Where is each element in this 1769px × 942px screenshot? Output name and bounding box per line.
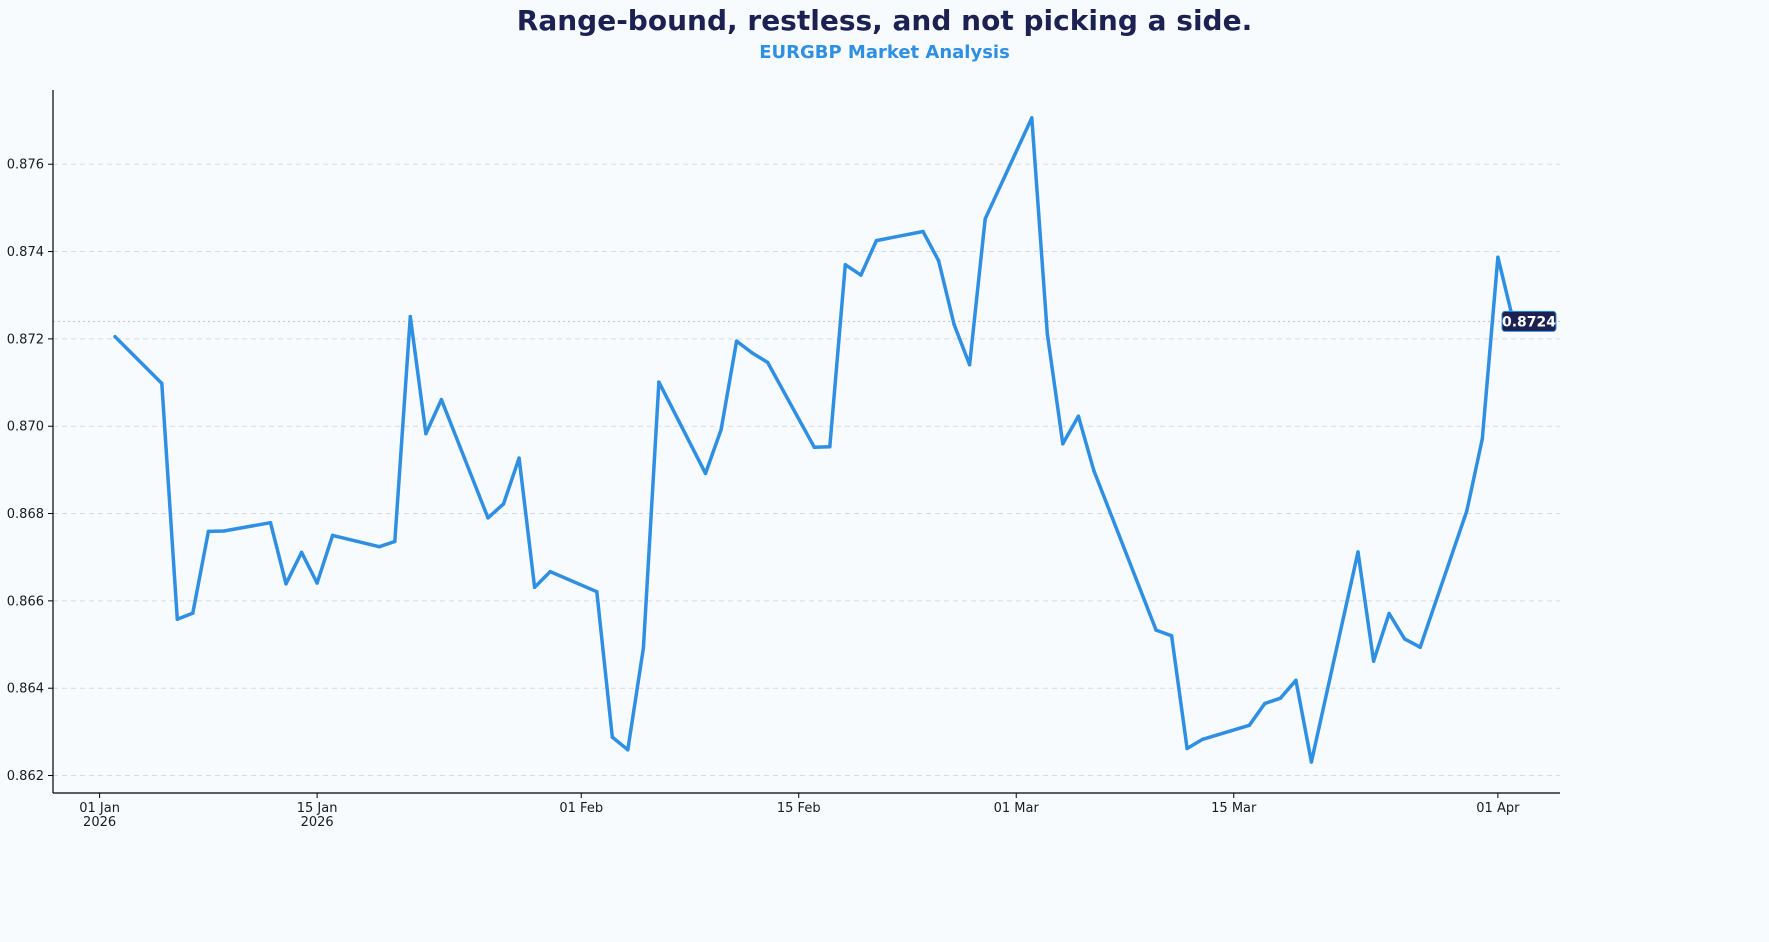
y-tick-label: 0.866 xyxy=(7,594,44,609)
data-point xyxy=(1169,634,1174,638)
data-point xyxy=(921,229,925,234)
data-point xyxy=(268,520,273,525)
y-axis-ticks: 0.862 0.864 0.866 0.868 0.870 0.872 0.874 0.876 xyxy=(7,158,53,784)
data-point xyxy=(703,471,708,476)
data-point xyxy=(284,582,288,586)
x-tick-label: 2026 xyxy=(83,815,116,830)
x-tick-label: 01 Apr xyxy=(1476,801,1520,816)
grid-lines xyxy=(53,163,1560,777)
data-point xyxy=(734,339,739,343)
data-point xyxy=(765,360,770,365)
chart-subtitle: EURGBP Market Analysis xyxy=(759,42,1010,63)
data-point xyxy=(1247,723,1252,728)
data-point xyxy=(299,550,304,555)
data-point xyxy=(1076,414,1081,418)
y-tick-label: 0.862 xyxy=(7,769,44,784)
data-point xyxy=(626,748,630,752)
data-point xyxy=(222,529,226,533)
data-point xyxy=(1154,628,1158,632)
data-point xyxy=(719,427,723,432)
data-point xyxy=(812,445,817,449)
data-point xyxy=(1263,701,1267,706)
data-point xyxy=(408,314,413,319)
data-point xyxy=(1356,550,1360,554)
data-point xyxy=(206,529,211,534)
data-point xyxy=(657,380,661,384)
x-tick-label: 15 Jan xyxy=(297,801,338,816)
data-point xyxy=(1402,637,1407,641)
price-line xyxy=(113,116,1516,764)
last-value-label: 0.8724 xyxy=(1502,314,1556,330)
data-point xyxy=(983,217,987,221)
data-point xyxy=(936,258,941,263)
data-point xyxy=(1418,645,1422,649)
data-point xyxy=(377,544,382,549)
data-point xyxy=(1200,737,1205,742)
chart-title: Range-bound, restless, and not picking a… xyxy=(516,4,1253,37)
data-point xyxy=(330,533,335,538)
data-point xyxy=(1480,437,1485,441)
data-point xyxy=(548,569,552,574)
data-point xyxy=(1061,441,1065,446)
data-point xyxy=(1496,255,1500,259)
data-point xyxy=(424,431,428,436)
data-point xyxy=(160,381,164,386)
data-point xyxy=(874,238,879,243)
last-value-badge-bg xyxy=(1501,310,1557,332)
x-tick-label: 01 Jan xyxy=(79,801,120,816)
data-point xyxy=(641,646,646,650)
data-point xyxy=(1030,116,1034,120)
data-point xyxy=(1092,469,1096,473)
x-tick-label: 15 Feb xyxy=(777,801,821,816)
x-tick-label: 2026 xyxy=(301,815,334,830)
data-point xyxy=(517,456,521,460)
y-tick-label: 0.870 xyxy=(7,420,44,435)
data-point xyxy=(501,502,506,506)
data-point xyxy=(1045,331,1050,336)
plot-area xyxy=(113,116,1516,764)
data-point xyxy=(1465,509,1469,513)
data-point xyxy=(191,611,195,615)
data-point xyxy=(750,351,754,355)
y-tick-label: 0.868 xyxy=(7,507,44,522)
x-tick-label: 15 Mar xyxy=(1211,801,1257,816)
axes xyxy=(52,90,1560,794)
data-point xyxy=(952,322,956,327)
data-point xyxy=(486,516,490,520)
last-value-badge: 0.8724 xyxy=(1501,310,1557,332)
y-tick-label: 0.872 xyxy=(7,332,44,347)
y-tick-label: 0.864 xyxy=(7,682,44,697)
data-point xyxy=(113,334,117,339)
data-point xyxy=(1294,678,1298,683)
data-point xyxy=(1371,659,1376,663)
data-point xyxy=(595,589,599,594)
data-point xyxy=(439,397,444,402)
data-point xyxy=(315,581,319,585)
data-point xyxy=(393,539,397,544)
data-point xyxy=(1278,696,1283,700)
data-point xyxy=(967,362,972,367)
x-tick-label: 01 Mar xyxy=(994,801,1040,816)
data-point xyxy=(828,444,832,449)
data-point xyxy=(1309,760,1314,764)
data-point xyxy=(175,617,180,621)
y-tick-label: 0.876 xyxy=(7,158,44,173)
data-point xyxy=(532,585,537,590)
data-point xyxy=(1185,746,1189,751)
y-tick-label: 0.874 xyxy=(7,245,44,260)
data-point xyxy=(610,735,615,739)
x-tick-label: 01 Feb xyxy=(559,801,603,816)
data-point xyxy=(859,273,863,277)
data-point xyxy=(1387,611,1391,616)
data-point xyxy=(843,262,848,267)
